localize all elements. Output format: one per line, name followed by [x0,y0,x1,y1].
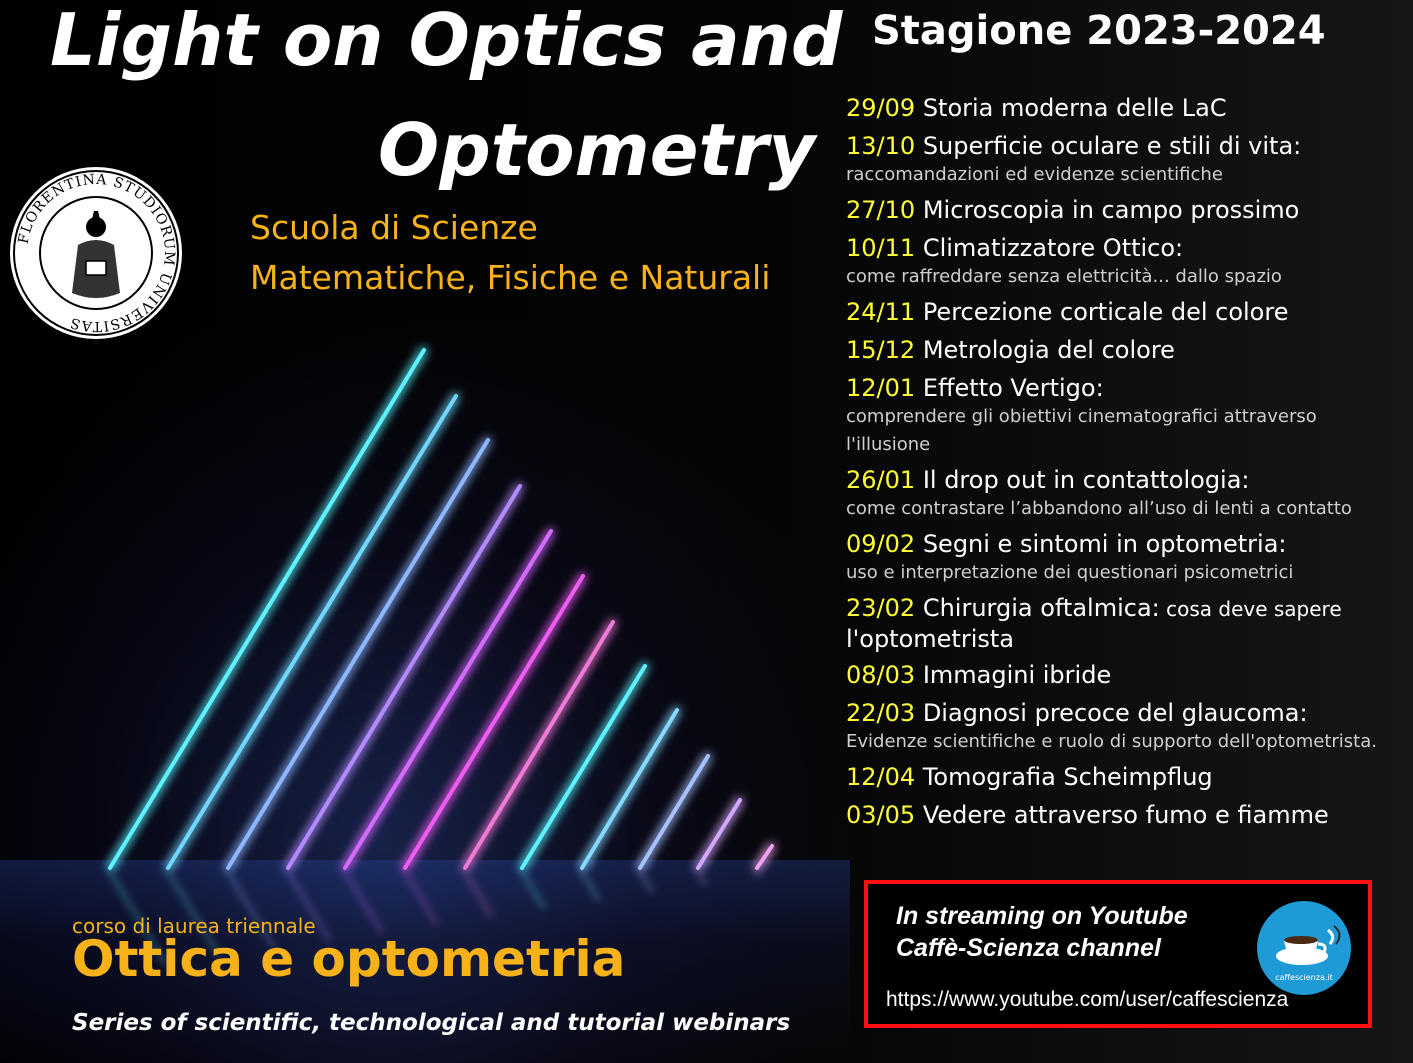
neon-line-reflection [286,870,332,942]
neon-line-reflection [226,870,277,951]
neon-line-reflection [638,870,654,894]
event-title: Vedere attraverso fumo e fiamme [922,801,1329,829]
event-subtitle: uso e interpretazione dei questionari ps… [846,562,1294,583]
event-title: Microscopia in campo prossimo [922,196,1300,224]
event-subtitle: come contrastare l’abbandono all’uso di … [846,498,1352,519]
neon-line-reflection [520,870,546,910]
neon-line-reflection [755,870,762,878]
event-date: 10/11 [846,234,916,262]
neon-line-reflection [403,870,439,926]
event-subtitle: raccomandazioni ed evidenze scientifiche [846,164,1223,185]
school-line-2: Matematiche, Fisiche e Naturali [250,258,771,297]
neon-line [286,484,522,870]
school-line-1: Scuola di Scienze [250,208,538,247]
event-subtitle: come raffreddare senza elettricità... da… [846,266,1282,287]
neon-line [463,620,615,870]
title-line-2: Optometry [378,108,816,192]
event-title: Effetto Vertigo: [922,374,1104,402]
neon-line [638,754,710,870]
schedule-item: 03/05 Vedere attraverso fumo e fiamme [846,800,1411,830]
schedule-item: 15/12 Metrologia del colore [846,335,1411,365]
schedule-item: 26/01 Il drop out in contattologia: [846,465,1411,495]
course-name: Ottica e optometria [72,930,626,988]
event-subtitle: comprendere gli obiettivi cinematografic… [846,406,1317,427]
neon-line [166,394,458,870]
event-title: Percezione corticale del colore [922,298,1289,326]
event-date: 03/05 [846,801,916,829]
neon-line [580,708,679,870]
neon-line [520,664,647,870]
event-title: Diagnosi precoce del glaucoma: [922,699,1308,727]
event-date: 12/01 [846,374,916,402]
event-title: Segni e sintomi in optometria: [922,530,1287,558]
event-title: Climatizzatore Ottico: [922,234,1184,262]
floor-reflection [0,860,850,1063]
neon-line [696,798,742,870]
event-date: 23/02 [846,594,916,622]
schedule-list: 29/09 Storia moderna delle LaC 13/10 Supe… [846,93,1411,838]
neon-line-reflection [696,870,708,886]
neon-line [403,574,585,870]
neon-line [755,844,774,870]
event-title: Tomografia Scheimpflug [922,763,1213,791]
event-title: Metrologia del colore [922,336,1175,364]
event-date: 09/02 [846,530,916,558]
caffe-scienza-logo-icon: caffescienza.it [1257,901,1351,995]
schedule-item: 08/03 Immagini ibride [846,660,1411,690]
event-title-continuation: l'optometrista [846,625,1014,653]
neon-line [108,348,426,870]
title-line-1: Light on Optics and [50,0,843,82]
streaming-line-2: Caffè-Scienza channel [896,934,1161,962]
schedule-item: 13/10 Superficie oculare e stili di vita… [846,131,1411,161]
series-tagline: Series of scientific, technological and … [72,1010,791,1036]
seal-figure [72,211,120,298]
streaming-line-1: In streaming on Youtube [896,902,1188,930]
event-title: Chirurgia oftalmica: [922,594,1160,622]
caffe-logo-text: caffescienza.it [1275,973,1333,982]
event-date: 27/10 [846,196,916,224]
youtube-link[interactable]: https://www.youtube.com/user/caffescienz… [886,988,1289,1011]
course-label: corso di laurea triennale [72,914,316,938]
schedule-item: 09/02 Segni e sintomi in optometria: [846,529,1411,559]
neon-line-reflection [108,870,169,967]
event-subtitle: Evidenze scientifiche e ruolo di support… [846,731,1377,752]
schedule-item: 12/04 Tomografia Scheimpflug [846,762,1411,792]
schedule-item: 27/10 Microscopia in campo prossimo [846,195,1411,225]
event-date: 22/03 [846,699,916,727]
schedule-item: 24/11 Percezione corticale del colore [846,297,1411,327]
neon-line-reflection [463,870,494,918]
event-date: 26/01 [846,466,916,494]
streaming-box: In streaming on Youtube Caffè-Scienza ch… [864,880,1372,1028]
event-date: 13/10 [846,132,916,160]
event-title: Superficie oculare e stili di vita: [922,132,1302,160]
event-subtitle: l'illusione [846,434,931,455]
university-seal-logo: FLORENTINA STUDIORUM UNIVERSITAS [10,167,182,339]
event-date: 12/04 [846,763,916,791]
schedule-item: 22/03 Diagnosi precoce del glaucoma: [846,698,1411,728]
neon-line-reflection [580,870,601,902]
schedule-item: 29/09 Storia moderna delle LaC [846,93,1411,123]
event-date: 15/12 [846,336,916,364]
event-date: 24/11 [846,298,916,326]
event-inline-subtitle: cosa deve sapere [1159,597,1342,621]
neon-line [226,438,490,870]
event-date: 08/03 [846,661,916,689]
neon-line-reflection [166,870,222,959]
event-title: Il drop out in contattologia: [922,466,1250,494]
schedule-item: 23/02 Chirurgia oftalmica: cosa deve sap… [846,593,1411,624]
neon-line-reflection [343,870,384,934]
event-title: Storia moderna delle LaC [922,94,1227,122]
neon-line [343,529,553,870]
event-title: Immagini ibride [922,661,1112,689]
event-date: 29/09 [846,94,916,122]
schedule-item: 12/01 Effetto Vertigo: [846,373,1411,403]
schedule-item: 10/11 Climatizzatore Ottico: [846,233,1411,263]
season-heading: Stagione 2023-2024 [872,8,1326,54]
